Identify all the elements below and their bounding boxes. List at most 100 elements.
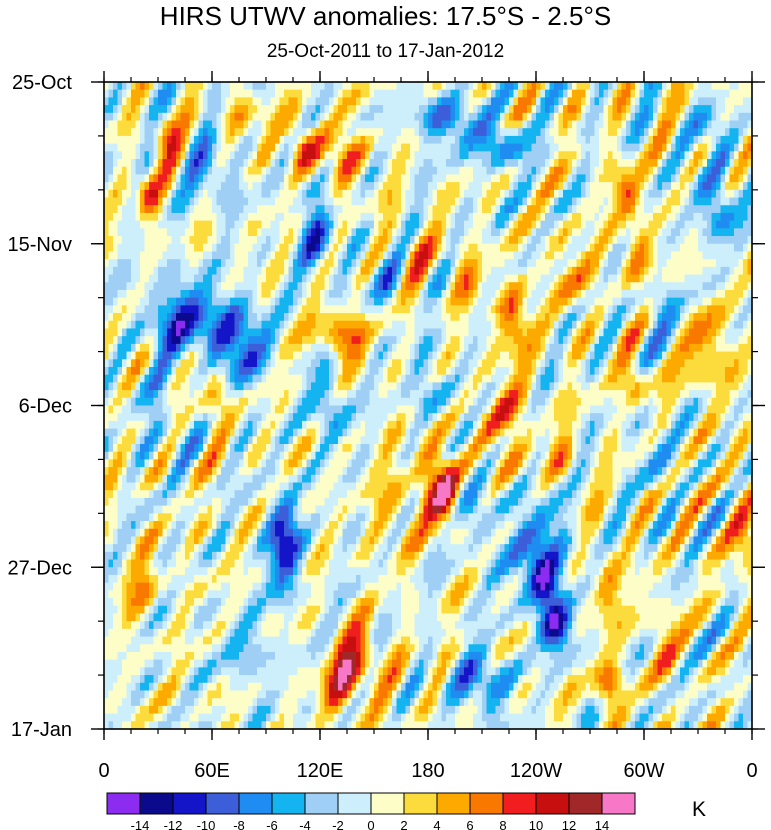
heatmap-cell [185, 274, 191, 283]
heatmap-cell [536, 112, 542, 122]
heatmap-cell [567, 166, 573, 176]
heatmap-cell [576, 313, 582, 322]
heatmap-cell [468, 89, 474, 98]
heatmap-cell [482, 143, 488, 152]
heatmap-cell [680, 297, 686, 306]
heatmap-cell [221, 320, 227, 330]
heatmap-cell [585, 205, 591, 214]
heatmap-cell [608, 228, 614, 237]
heatmap-cell [360, 182, 366, 191]
heatmap-cell [576, 228, 582, 237]
heatmap-cell [594, 243, 600, 253]
heatmap-cell [410, 182, 416, 191]
heatmap-cell [248, 120, 254, 129]
heatmap-cell [680, 128, 686, 137]
heatmap-cell [518, 128, 524, 137]
heatmap-cell [662, 97, 668, 106]
heatmap-cell [473, 336, 479, 345]
heatmap-cell [225, 166, 231, 176]
heatmap-cell [171, 143, 177, 152]
heatmap-cell [491, 212, 497, 222]
heatmap-cell [360, 120, 366, 129]
heatmap-cell [135, 251, 141, 260]
heatmap-cell [576, 305, 582, 314]
heatmap-cell [743, 243, 749, 253]
heatmap-cell [396, 97, 402, 106]
heatmap-cell [189, 220, 195, 229]
heatmap-cell [401, 236, 407, 245]
heatmap-cell [608, 289, 614, 299]
heatmap-cell [468, 236, 474, 245]
heatmap-cell [599, 151, 605, 160]
heatmap-cell [671, 143, 677, 152]
heatmap-cell [387, 174, 393, 183]
heatmap-cell [140, 197, 146, 206]
heatmap-cell [257, 274, 263, 283]
heatmap-cell [320, 159, 326, 168]
heatmap-cell [189, 89, 195, 98]
heatmap-cell [239, 282, 245, 291]
heatmap-cell [374, 128, 380, 137]
heatmap-cell [707, 243, 713, 253]
heatmap-cell [104, 159, 110, 168]
heatmap-cell [666, 205, 672, 214]
heatmap-cell [261, 320, 267, 330]
heatmap-cell [329, 197, 335, 206]
heatmap-cell [257, 282, 263, 291]
heatmap-cell [540, 313, 546, 322]
heatmap-cell [441, 336, 447, 345]
heatmap-cell [396, 120, 402, 129]
heatmap-cell [689, 282, 695, 291]
heatmap-cell [167, 266, 173, 276]
heatmap-cell [608, 313, 614, 322]
heatmap-cell [743, 313, 749, 322]
heatmap-cell [527, 289, 533, 299]
heatmap-cell [140, 82, 146, 91]
heatmap-cell [504, 166, 510, 176]
heatmap-cell [545, 228, 551, 237]
heatmap-cell [113, 282, 119, 291]
heatmap-cell [671, 266, 677, 276]
heatmap-cell [432, 97, 438, 106]
heatmap-cell [108, 112, 114, 122]
heatmap-cell [648, 228, 654, 237]
heatmap-cell [221, 197, 227, 206]
heatmap-cell [617, 236, 623, 245]
heatmap-cell [261, 105, 267, 114]
heatmap-cell [693, 228, 699, 237]
heatmap-cell [675, 289, 681, 299]
heatmap-cell [369, 82, 375, 91]
heatmap-cell [635, 328, 641, 337]
heatmap-cell [329, 251, 335, 260]
heatmap-cell [572, 220, 578, 229]
heatmap-cell [590, 105, 596, 114]
heatmap-cell [239, 220, 245, 229]
heatmap-cell [374, 266, 380, 276]
heatmap-cell [468, 197, 474, 206]
heatmap-cell [536, 151, 542, 160]
heatmap-cell [432, 243, 438, 253]
heatmap-cell [135, 143, 141, 152]
heatmap-cell [585, 274, 591, 283]
heatmap-cell [347, 336, 353, 345]
heatmap-cell [194, 336, 200, 345]
heatmap-cell [270, 343, 276, 353]
heatmap-cell [428, 128, 434, 137]
heatmap-cell [203, 205, 209, 214]
heatmap-cell [473, 97, 479, 106]
heatmap-cell [621, 89, 627, 98]
heatmap-cell [347, 243, 353, 253]
heatmap-cell [135, 336, 141, 345]
heatmap-cell [108, 259, 114, 268]
heatmap-cell [293, 313, 299, 322]
heatmap-cell [396, 343, 402, 353]
heatmap-cell [702, 174, 708, 183]
heatmap-cell [365, 151, 371, 160]
heatmap-cell [234, 259, 240, 268]
heatmap-cell [176, 189, 182, 199]
heatmap-cell [734, 135, 740, 145]
heatmap-cell [468, 343, 474, 353]
heatmap-cell [131, 297, 137, 306]
heatmap-cell [630, 243, 636, 253]
heatmap-cell [221, 174, 227, 183]
